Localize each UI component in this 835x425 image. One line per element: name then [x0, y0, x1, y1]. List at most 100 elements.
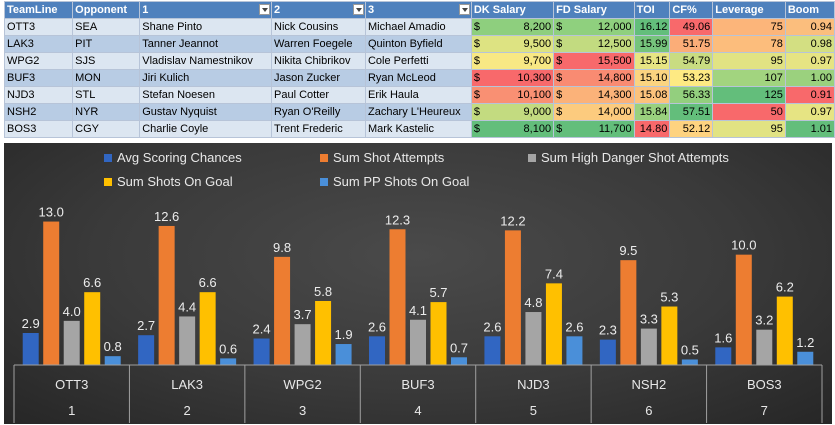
table-row[interactable]: LAK3 PIT Tanner Jeannot Warren Foegele Quint…	[3, 35, 835, 53]
cell-player-2[interactable]: Ryan O'Reilly	[271, 103, 366, 121]
cell-fd-salary[interactable]: $15,500	[553, 52, 635, 70]
cell-opponent[interactable]: SEA	[72, 18, 141, 36]
cell-teamline[interactable]: BOS3	[3, 120, 74, 138]
cell-fd-salary[interactable]: $14,000	[553, 103, 635, 121]
cell-teamline[interactable]: NJD3	[3, 86, 74, 104]
filter-dropdown-icon[interactable]	[259, 4, 271, 15]
cell-player-3[interactable]: Cole Perfetti	[364, 52, 472, 70]
cell-player-2[interactable]: Jason Zucker	[271, 69, 366, 87]
cell-player-2[interactable]: Warren Foegele	[271, 35, 366, 53]
cell-boom[interactable]: 1.01	[784, 120, 835, 138]
table-row[interactable]: BOS3 CGY Charlie Coyle Trent Frederic Mark K…	[3, 120, 835, 138]
cell-toi[interactable]: 15.08	[633, 86, 671, 104]
cell-player-1[interactable]: Gustav Nyquist	[139, 103, 273, 121]
cell-dk-salary[interactable]: $8,200	[470, 18, 555, 36]
cell-fd-salary[interactable]: $11,700	[553, 120, 635, 138]
cell-leverage[interactable]: 75	[712, 18, 786, 36]
header-opponent[interactable]: Opponent	[72, 1, 141, 19]
cell-toi[interactable]: 15.84	[633, 103, 671, 121]
header-boom[interactable]: Boom	[784, 1, 835, 19]
cell-dk-salary[interactable]: $9,700	[470, 52, 555, 70]
cell-toi[interactable]: 15.10	[633, 69, 671, 87]
cell-dk-salary[interactable]: $10,300	[470, 69, 555, 87]
cell-player-1[interactable]: Charlie Coyle	[139, 120, 273, 138]
cell-cf-pct[interactable]: 56.33	[669, 86, 714, 104]
cell-boom[interactable]: 1.00	[784, 69, 835, 87]
cell-teamline[interactable]: LAK3	[3, 35, 74, 53]
cell-player-1[interactable]: Tanner Jeannot	[139, 35, 273, 53]
header-fd-salary[interactable]: FD Salary	[553, 1, 635, 19]
cell-player-3[interactable]: Zachary L'Heureux	[364, 103, 472, 121]
cell-player-1[interactable]: Vladislav Namestnikov	[139, 52, 273, 70]
header-player-2[interactable]: 2	[271, 1, 366, 19]
cell-player-3[interactable]: Erik Haula	[364, 86, 472, 104]
cell-dk-salary[interactable]: $8,100	[470, 120, 555, 138]
header-player-3[interactable]: 3	[364, 1, 472, 19]
cell-teamline[interactable]: BUF3	[3, 69, 74, 87]
cell-opponent[interactable]: SJS	[72, 52, 141, 70]
header-dk-salary[interactable]: DK Salary	[470, 1, 555, 19]
table-row[interactable]: NSH2 NYR Gustav Nyquist Ryan O'Reilly Zachar…	[3, 103, 835, 121]
cell-boom[interactable]: 0.94	[784, 18, 835, 36]
cell-opponent[interactable]: NYR	[72, 103, 141, 121]
cell-player-3[interactable]: Mark Kastelic	[364, 120, 472, 138]
cell-toi[interactable]: 15.15	[633, 52, 671, 70]
header-player-1[interactable]: 1	[139, 1, 273, 19]
cell-dk-salary[interactable]: $10,100	[470, 86, 555, 104]
header-teamline[interactable]: TeamLine	[3, 1, 74, 19]
cell-opponent[interactable]: STL	[72, 86, 141, 104]
cell-leverage[interactable]: 107	[712, 69, 786, 87]
cell-cf-pct[interactable]: 51.75	[669, 35, 714, 53]
cell-player-1[interactable]: Jiri Kulich	[139, 69, 273, 87]
cell-cf-pct[interactable]: 53.23	[669, 69, 714, 87]
cell-teamline[interactable]: NSH2	[3, 103, 74, 121]
filter-dropdown-icon[interactable]	[458, 4, 470, 15]
cell-leverage[interactable]: 50	[712, 103, 786, 121]
cell-teamline[interactable]: WPG2	[3, 52, 74, 70]
cell-leverage[interactable]: 78	[712, 35, 786, 53]
cell-cf-pct[interactable]: 52.12	[669, 120, 714, 138]
cell-toi[interactable]: 14.80	[633, 120, 671, 138]
header-leverage[interactable]: Leverage	[712, 1, 786, 19]
cell-player-2[interactable]: Nick Cousins	[271, 18, 366, 36]
cell-boom[interactable]: 0.98	[784, 35, 835, 53]
filter-dropdown-icon[interactable]	[352, 4, 364, 15]
cell-fd-salary[interactable]: $14,300	[553, 86, 635, 104]
cell-player-1[interactable]: Shane Pinto	[139, 18, 273, 36]
cell-cf-pct[interactable]: 57.51	[669, 103, 714, 121]
cell-leverage[interactable]: 95	[712, 52, 786, 70]
cell-player-2[interactable]: Paul Cotter	[271, 86, 366, 104]
cell-fd-salary[interactable]: $14,800	[553, 69, 635, 87]
currency-symbol: $	[473, 37, 480, 50]
cell-opponent[interactable]: MON	[72, 69, 141, 87]
cell-boom[interactable]: 0.97	[784, 52, 835, 70]
table-row[interactable]: WPG2 SJS Vladislav Namestnikov Nikita Chibr…	[3, 52, 835, 70]
cell-fd-salary[interactable]: $12,500	[553, 35, 635, 53]
cell-opponent[interactable]: CGY	[72, 120, 141, 138]
cell-dk-salary[interactable]: $9,500	[470, 35, 555, 53]
cell-player-3[interactable]: Quinton Byfield	[364, 35, 472, 53]
cell-leverage[interactable]: 95	[712, 120, 786, 138]
header-toi[interactable]: TOI	[633, 1, 671, 19]
cell-boom[interactable]: 0.91	[784, 86, 835, 104]
cell-opponent[interactable]: PIT	[72, 35, 141, 53]
cell-toi[interactable]: 16.12	[633, 18, 671, 36]
cell-cf-pct[interactable]: 49.06	[669, 18, 714, 36]
cell-player-1[interactable]: Stefan Noesen	[139, 86, 273, 104]
header-cf-pct[interactable]: CF%	[669, 1, 714, 19]
cell-teamline[interactable]: OTT3	[3, 18, 74, 36]
cell-player-3[interactable]: Ryan McLeod	[364, 69, 472, 87]
bar	[158, 225, 175, 365]
cell-player-2[interactable]: Trent Frederic	[271, 120, 366, 138]
cell-fd-salary[interactable]: $12,000	[553, 18, 635, 36]
table-row[interactable]: NJD3 STL Stefan Noesen Paul Cotter Erik Haul…	[3, 86, 835, 104]
cell-leverage[interactable]: 125	[712, 86, 786, 104]
cell-dk-salary[interactable]: $9,000	[470, 103, 555, 121]
cell-cf-pct[interactable]: 54.79	[669, 52, 714, 70]
table-row[interactable]: BUF3 MON Jiri Kulich Jason Zucker Ryan McLeo…	[3, 69, 835, 87]
cell-player-2[interactable]: Nikita Chibrikov	[271, 52, 366, 70]
cell-player-3[interactable]: Michael Amadio	[364, 18, 472, 36]
cell-boom[interactable]: 0.97	[784, 103, 835, 121]
table-row[interactable]: OTT3 SEA Shane Pinto Nick Cousins Michael Am…	[3, 18, 835, 36]
cell-toi[interactable]: 15.99	[633, 35, 671, 53]
